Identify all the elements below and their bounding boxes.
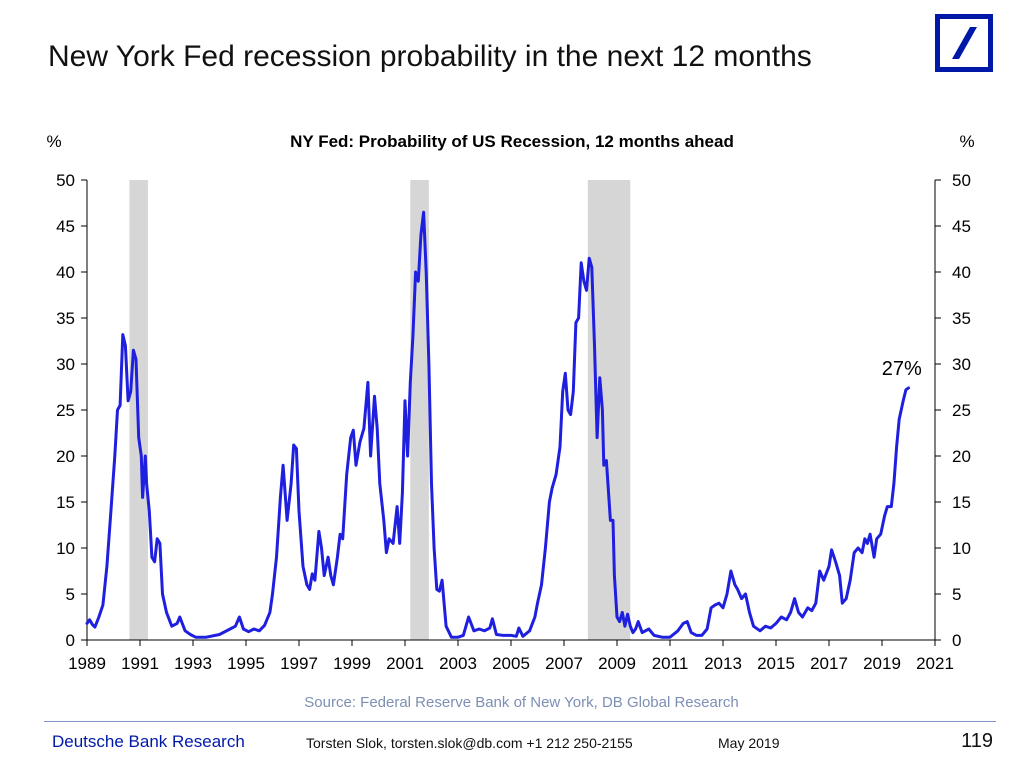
y-tick-label-left: 30 — [56, 355, 75, 374]
series-line-layer — [85, 210, 910, 639]
y-tick-label-left: 35 — [56, 309, 75, 328]
y-tick-label-left: 0 — [66, 631, 75, 650]
x-tick-label: 1997 — [280, 654, 318, 673]
x-tick-label: 2017 — [810, 654, 848, 673]
series-line — [85, 210, 910, 639]
x-tick-label: 2013 — [704, 654, 742, 673]
x-tick-label: 2003 — [439, 654, 477, 673]
y-tick-label-left: 50 — [56, 171, 75, 190]
y-tick-label-right: 50 — [952, 171, 971, 190]
y-tick-label-left: 20 — [56, 447, 75, 466]
x-tick-label: 1991 — [121, 654, 159, 673]
x-tick-label: 1989 — [68, 654, 106, 673]
y-tick-label-left: 10 — [56, 539, 75, 558]
y-tick-label-right: 20 — [952, 447, 971, 466]
footer-author: Torsten Slok, torsten.slok@db.com +1 212… — [306, 735, 633, 751]
x-tick-label: 2009 — [598, 654, 636, 673]
slide-title: New York Fed recession probability in th… — [48, 40, 812, 73]
y-tick-label-right: 35 — [952, 309, 971, 328]
y-tick-label-right: 5 — [952, 585, 961, 604]
y-tick-label-left: 45 — [56, 217, 75, 236]
y-tick-label-right: 0 — [952, 631, 961, 650]
recession-band — [587, 180, 631, 640]
x-tick-label: 2019 — [863, 654, 901, 673]
y-axis-left-unit: % — [46, 132, 61, 151]
logo-slash-icon — [952, 27, 977, 59]
x-tick-label: 2021 — [916, 654, 954, 673]
x-tick-label: 2001 — [386, 654, 424, 673]
y-tick-label-right: 15 — [952, 493, 971, 512]
y-tick-label-right: 30 — [952, 355, 971, 374]
x-tick-label: 2015 — [757, 654, 795, 673]
y-tick-label-right: 25 — [952, 401, 971, 420]
deutsche-bank-logo — [935, 14, 993, 72]
y-tick-label-left: 40 — [56, 263, 75, 282]
y-tick-label-right: 45 — [952, 217, 971, 236]
y-tick-label-left: 5 — [66, 585, 75, 604]
x-tick-label: 1995 — [227, 654, 265, 673]
footer-divider — [44, 721, 996, 722]
axes: 0 0 5 5 10 10 15 15 20 20 25 25 30 30 35 35 40 40 45 45 50 50… — [56, 171, 971, 673]
x-tick-label: 2011 — [652, 654, 689, 673]
x-tick-label: 1999 — [333, 654, 371, 673]
y-tick-label-right: 40 — [952, 263, 971, 282]
y-axis-right-unit: % — [959, 132, 974, 151]
x-tick-label: 2007 — [545, 654, 583, 673]
footer-date: May 2019 — [718, 735, 780, 751]
page-number: 119 — [961, 730, 993, 752]
chart-source: Source: Federal Reserve Bank of New York… — [304, 694, 739, 711]
y-tick-label-left: 15 — [56, 493, 75, 512]
x-tick-label: 2005 — [492, 654, 530, 673]
latest-value-annotation: 27% — [882, 358, 922, 380]
y-tick-label-right: 10 — [952, 539, 971, 558]
y-tick-label-left: 25 — [56, 401, 75, 420]
chart-title: NY Fed: Probability of US Recession, 12 … — [290, 132, 734, 151]
recession-bands — [129, 180, 631, 640]
x-tick-label: 1993 — [174, 654, 212, 673]
footer-brand: Deutsche Bank Research — [52, 732, 245, 751]
